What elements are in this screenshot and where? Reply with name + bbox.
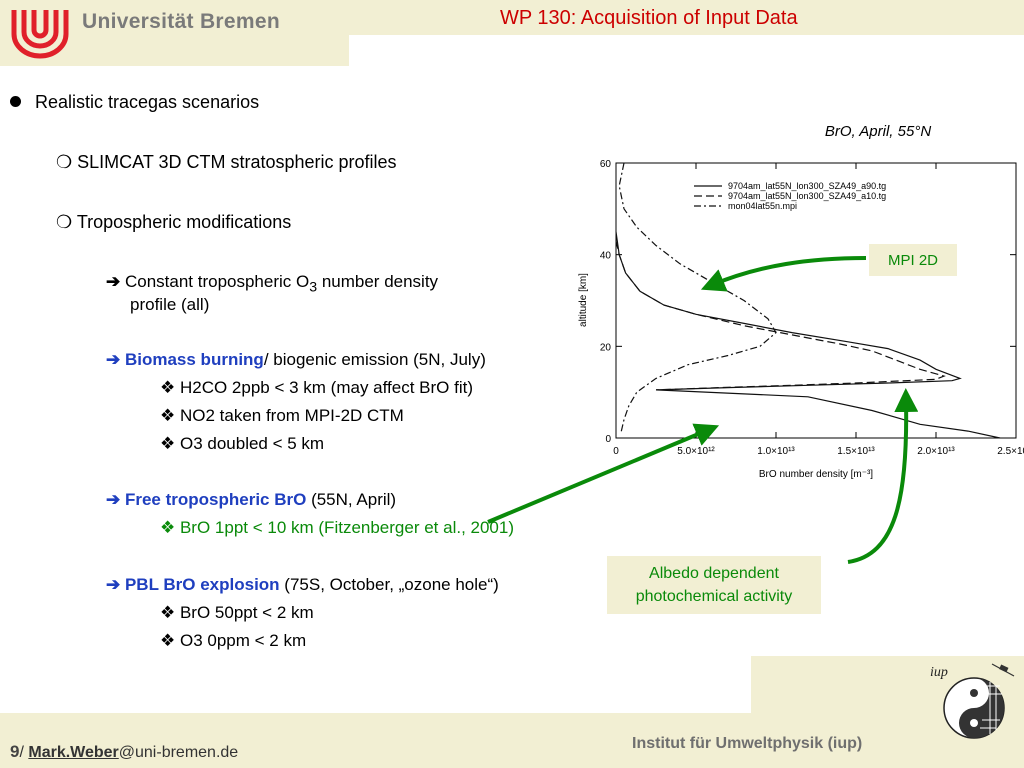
detail-text: NO2 taken from MPI-2D CTM (179, 406, 404, 425)
x-tick-label: 2.5×10¹³ (997, 446, 1024, 457)
detail-text: H2CO 2ppb < 3 km (may affect BrO fit) (179, 378, 474, 397)
detail-text: O3 0ppm < 2 km (179, 631, 307, 650)
item-text-cont: number density (317, 272, 439, 291)
highlight-text: PBL BrO explosion (124, 575, 280, 594)
arrow-right-icon: ➔ (106, 575, 125, 594)
footer-separator: / (19, 744, 29, 761)
item-pbl-bro-explosion: ➔ PBL BrO explosion (75S, October, „ozon… (106, 575, 499, 595)
bullet-text: Realistic tracegas scenarios (35, 92, 260, 112)
item-text: (75S, October, „ozone hole“) (279, 575, 499, 594)
x-tick-label: 2.0×10¹³ (917, 446, 955, 457)
legend-entry: 9704am_lat55N_lon300_SZA49_a90.tg (728, 181, 886, 191)
university-name: Universität Bremen (82, 10, 280, 33)
x-tick-label: 0 (613, 446, 619, 457)
detail-text: O3 doubled < 5 km (179, 434, 325, 453)
sub-bullet-tropospheric: ❍ Tropospheric modifications (56, 212, 291, 233)
sub-bullet-slimcat: ❍ SLIMCAT 3D CTM stratospheric profiles (56, 152, 397, 173)
diamond-bullet-icon: ❖ (160, 603, 180, 622)
item-text: / biogenic emission (5N, July) (263, 350, 486, 369)
albedo-callout-line2: photochemical activity (635, 588, 793, 605)
footer-bar (0, 713, 1024, 768)
series-line-3 (618, 162, 777, 434)
bro-profile-chart: BrO, April, 55°N 0 20 40 60 0 5.0×10¹² 1.0×10… (578, 123, 1024, 480)
detail-text: BrO 1ppt < 10 km (Fitzenberger et al., 2… (179, 518, 514, 537)
detail-o3-0ppm: ❖ O3 0ppm < 2 km (160, 631, 306, 651)
chart-title: BrO, April, 55°N (825, 123, 931, 140)
y-axis-label: altitude [km] (578, 273, 589, 327)
item-free-tropospheric-bro: ➔ Free tropospheric BrO (55N, April) (106, 490, 396, 510)
subscript-3: 3 (309, 279, 318, 296)
bullet-dot-icon (10, 96, 21, 107)
header-right-panel (349, 0, 1024, 35)
detail-h2co: ❖ H2CO 2ppb < 3 km (may affect BrO fit) (160, 378, 473, 398)
highlight-text: Biomass burning (124, 350, 264, 369)
footer-author: 9/ Mark.Weber@uni-bremen.de (10, 742, 238, 762)
legend-entry: 9704am_lat55N_lon300_SZA49_a10.tg (728, 191, 886, 201)
arrow-right-icon: ➔ (106, 350, 125, 369)
albedo-callout: Albedo dependent photochemical activity (607, 556, 821, 614)
y-tick-label: 0 (605, 434, 611, 445)
sub-bullet-text: SLIMCAT 3D CTM stratospheric profiles (77, 152, 397, 172)
albedo-callout-line1: Albedo dependent (649, 564, 779, 582)
x-tick-label: 1.0×10¹³ (757, 446, 795, 457)
item-text: Constant tropospheric O (124, 272, 310, 291)
highlight-text: Free tropospheric BrO (124, 490, 307, 509)
diamond-bullet-icon: ❖ (160, 518, 180, 537)
y-tick-label: 40 (600, 251, 612, 262)
diamond-bullet-icon: ❖ (160, 631, 180, 650)
diamond-bullet-icon: ❖ (160, 378, 180, 397)
arrow-right-icon: ➔ (106, 490, 125, 509)
y-tick-label: 60 (600, 159, 612, 170)
circle-bullet-icon: ❍ (56, 212, 77, 232)
item-constant-o3-line2: profile (all) (130, 295, 210, 314)
item-biomass-burning: ➔ Biomass burning/ biogenic emission (5N… (106, 350, 486, 370)
x-tick-label: 1.5×10¹³ (837, 446, 875, 457)
institute-name: Institut für Umweltphysik (iup) (632, 735, 863, 752)
university-logo-icon (8, 4, 72, 60)
slide-title: WP 130: Acquisition of Input Data (500, 7, 798, 29)
detail-text: BrO 50ppt < 2 km (179, 603, 314, 622)
circle-bullet-icon: ❍ (56, 152, 78, 172)
detail-bro-50ppt: ❖ BrO 50ppt < 2 km (160, 603, 314, 623)
iup-logo-icon: iup (930, 663, 1015, 739)
legend-entry: mon04lat55n.mpi (728, 201, 797, 211)
bullet-realistic-tracegas: Realistic tracegas scenarios (10, 92, 259, 113)
item-constant-o3: ➔ Constant tropospheric O3 number densit… (106, 272, 438, 295)
y-tick-label: 20 (600, 342, 612, 353)
iup-logo-text: iup (930, 665, 948, 680)
diamond-bullet-icon: ❖ (160, 434, 180, 453)
item-text: (55N, April) (306, 490, 397, 509)
detail-o3-doubled: ❖ O3 doubled < 5 km (160, 434, 324, 454)
page-number: 9 (10, 742, 20, 761)
detail-no2: ❖ NO2 taken from MPI-2D CTM (160, 406, 404, 426)
x-tick-label: 5.0×10¹² (677, 446, 715, 457)
mpi-2d-callout: MPI 2D (869, 244, 957, 276)
author-email-domain: @uni-bremen.de (118, 744, 239, 761)
detail-bro-1ppt: ❖ BrO 1ppt < 10 km (Fitzenberger et al.,… (160, 518, 514, 538)
plot-frame (615, 162, 1017, 439)
author-name-link[interactable]: Mark.Weber (28, 744, 119, 761)
x-axis-label: BrO number density [m⁻³] (759, 469, 873, 480)
series-line-2 (615, 240, 946, 391)
sub-bullet-text: Tropospheric modifications (76, 212, 292, 232)
diamond-bullet-icon: ❖ (160, 406, 180, 425)
arrow-right-icon: ➔ (106, 272, 125, 291)
